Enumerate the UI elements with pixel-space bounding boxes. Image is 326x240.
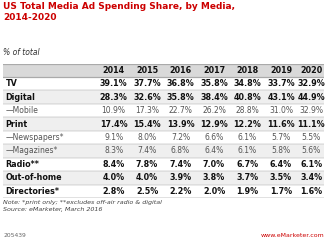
Text: 4.0%: 4.0% [136, 173, 158, 182]
Text: 2018: 2018 [236, 66, 259, 75]
Text: 43.1%: 43.1% [267, 93, 295, 102]
Text: 32.9%: 32.9% [297, 79, 325, 88]
Text: 28.8%: 28.8% [236, 106, 259, 115]
Bar [3, 158, 324, 171]
Text: Radio**: Radio** [6, 160, 39, 169]
Text: 40.8%: 40.8% [234, 93, 261, 102]
Text: 1.6%: 1.6% [300, 187, 322, 196]
Text: 6.4%: 6.4% [270, 160, 292, 169]
Text: 17.4%: 17.4% [100, 120, 127, 129]
Text: 8.0%: 8.0% [138, 133, 156, 142]
Bar [3, 131, 324, 144]
Text: 1.9%: 1.9% [236, 187, 259, 196]
Text: 2.5%: 2.5% [136, 187, 158, 196]
Text: 2016: 2016 [170, 66, 192, 75]
Bar [3, 90, 324, 104]
Text: Out-of-home: Out-of-home [6, 173, 62, 182]
Text: 39.1%: 39.1% [100, 79, 127, 88]
Text: Digital: Digital [6, 93, 36, 102]
Text: 36.8%: 36.8% [167, 79, 194, 88]
Text: 26.2%: 26.2% [202, 106, 226, 115]
Text: 12.2%: 12.2% [234, 120, 261, 129]
Text: 9.1%: 9.1% [104, 133, 123, 142]
Text: 3.4%: 3.4% [300, 173, 322, 182]
Text: 28.3%: 28.3% [100, 93, 127, 102]
Text: 6.7%: 6.7% [236, 160, 259, 169]
Text: Note: *print only; **excludes off-air radio & digital
Source: eMarketer, March 2: Note: *print only; **excludes off-air ra… [3, 200, 162, 212]
Text: 13.9%: 13.9% [167, 120, 194, 129]
Text: 37.7%: 37.7% [133, 79, 161, 88]
Text: —Magazines*: —Magazines* [6, 146, 58, 156]
Text: 7.2%: 7.2% [171, 133, 190, 142]
Text: 38.4%: 38.4% [200, 93, 228, 102]
Text: —Newspapers*: —Newspapers* [6, 133, 64, 142]
Text: 8.4%: 8.4% [102, 160, 125, 169]
Text: 2017: 2017 [203, 66, 225, 75]
Text: 33.7%: 33.7% [267, 79, 295, 88]
Bar [3, 117, 324, 131]
Text: —Mobile: —Mobile [6, 106, 38, 115]
Text: 7.4%: 7.4% [170, 160, 192, 169]
Bar [3, 171, 324, 185]
Text: 15.4%: 15.4% [133, 120, 161, 129]
Text: 3.5%: 3.5% [270, 173, 292, 182]
Text: 6.1%: 6.1% [238, 146, 257, 156]
Text: 6.6%: 6.6% [204, 133, 224, 142]
Bar [3, 77, 324, 90]
Text: 7.8%: 7.8% [136, 160, 158, 169]
Text: Directories*: Directories* [6, 187, 60, 196]
Text: 2019: 2019 [270, 66, 292, 75]
Text: % of total: % of total [3, 48, 40, 57]
Text: 6.1%: 6.1% [238, 133, 257, 142]
Text: 22.7%: 22.7% [169, 106, 192, 115]
Text: www.eMarketer.com: www.eMarketer.com [260, 233, 324, 238]
Text: 6.4%: 6.4% [204, 146, 224, 156]
Text: 32.9%: 32.9% [299, 106, 323, 115]
Text: 11.1%: 11.1% [297, 120, 325, 129]
Text: 3.8%: 3.8% [203, 173, 225, 182]
Text: 6.1%: 6.1% [300, 160, 322, 169]
Text: Print: Print [6, 120, 28, 129]
Text: 8.3%: 8.3% [104, 146, 123, 156]
Bar [3, 185, 324, 198]
Text: 2.0%: 2.0% [203, 187, 225, 196]
Text: 7.0%: 7.0% [203, 160, 225, 169]
Text: 2.2%: 2.2% [170, 187, 192, 196]
Bar [3, 144, 324, 158]
Text: 2020: 2020 [300, 66, 322, 75]
Bar [3, 64, 324, 77]
Text: 5.6%: 5.6% [302, 146, 321, 156]
Text: 5.5%: 5.5% [302, 133, 321, 142]
Text: 205439: 205439 [3, 233, 26, 238]
Text: 44.9%: 44.9% [297, 93, 325, 102]
Text: 12.9%: 12.9% [200, 120, 228, 129]
Text: TV: TV [6, 79, 17, 88]
Text: 3.7%: 3.7% [236, 173, 259, 182]
Text: 2014: 2014 [102, 66, 125, 75]
Text: 5.7%: 5.7% [272, 133, 291, 142]
Text: 11.6%: 11.6% [267, 120, 295, 129]
Text: US Total Media Ad Spending Share, by Media,
2014-2020: US Total Media Ad Spending Share, by Med… [3, 2, 235, 23]
Text: 7.4%: 7.4% [138, 146, 157, 156]
Text: 32.6%: 32.6% [133, 93, 161, 102]
Text: 5.8%: 5.8% [272, 146, 290, 156]
Text: 35.8%: 35.8% [167, 93, 194, 102]
Text: 31.0%: 31.0% [269, 106, 293, 115]
Text: 34.8%: 34.8% [234, 79, 261, 88]
Text: 2.8%: 2.8% [102, 187, 125, 196]
Text: 35.8%: 35.8% [200, 79, 228, 88]
Text: 3.9%: 3.9% [170, 173, 192, 182]
Text: 10.9%: 10.9% [102, 106, 126, 115]
Text: 2015: 2015 [136, 66, 158, 75]
Text: 1.7%: 1.7% [270, 187, 292, 196]
Text: 17.3%: 17.3% [135, 106, 159, 115]
Bar [3, 104, 324, 117]
Text: 6.8%: 6.8% [171, 146, 190, 156]
Text: 4.0%: 4.0% [102, 173, 125, 182]
